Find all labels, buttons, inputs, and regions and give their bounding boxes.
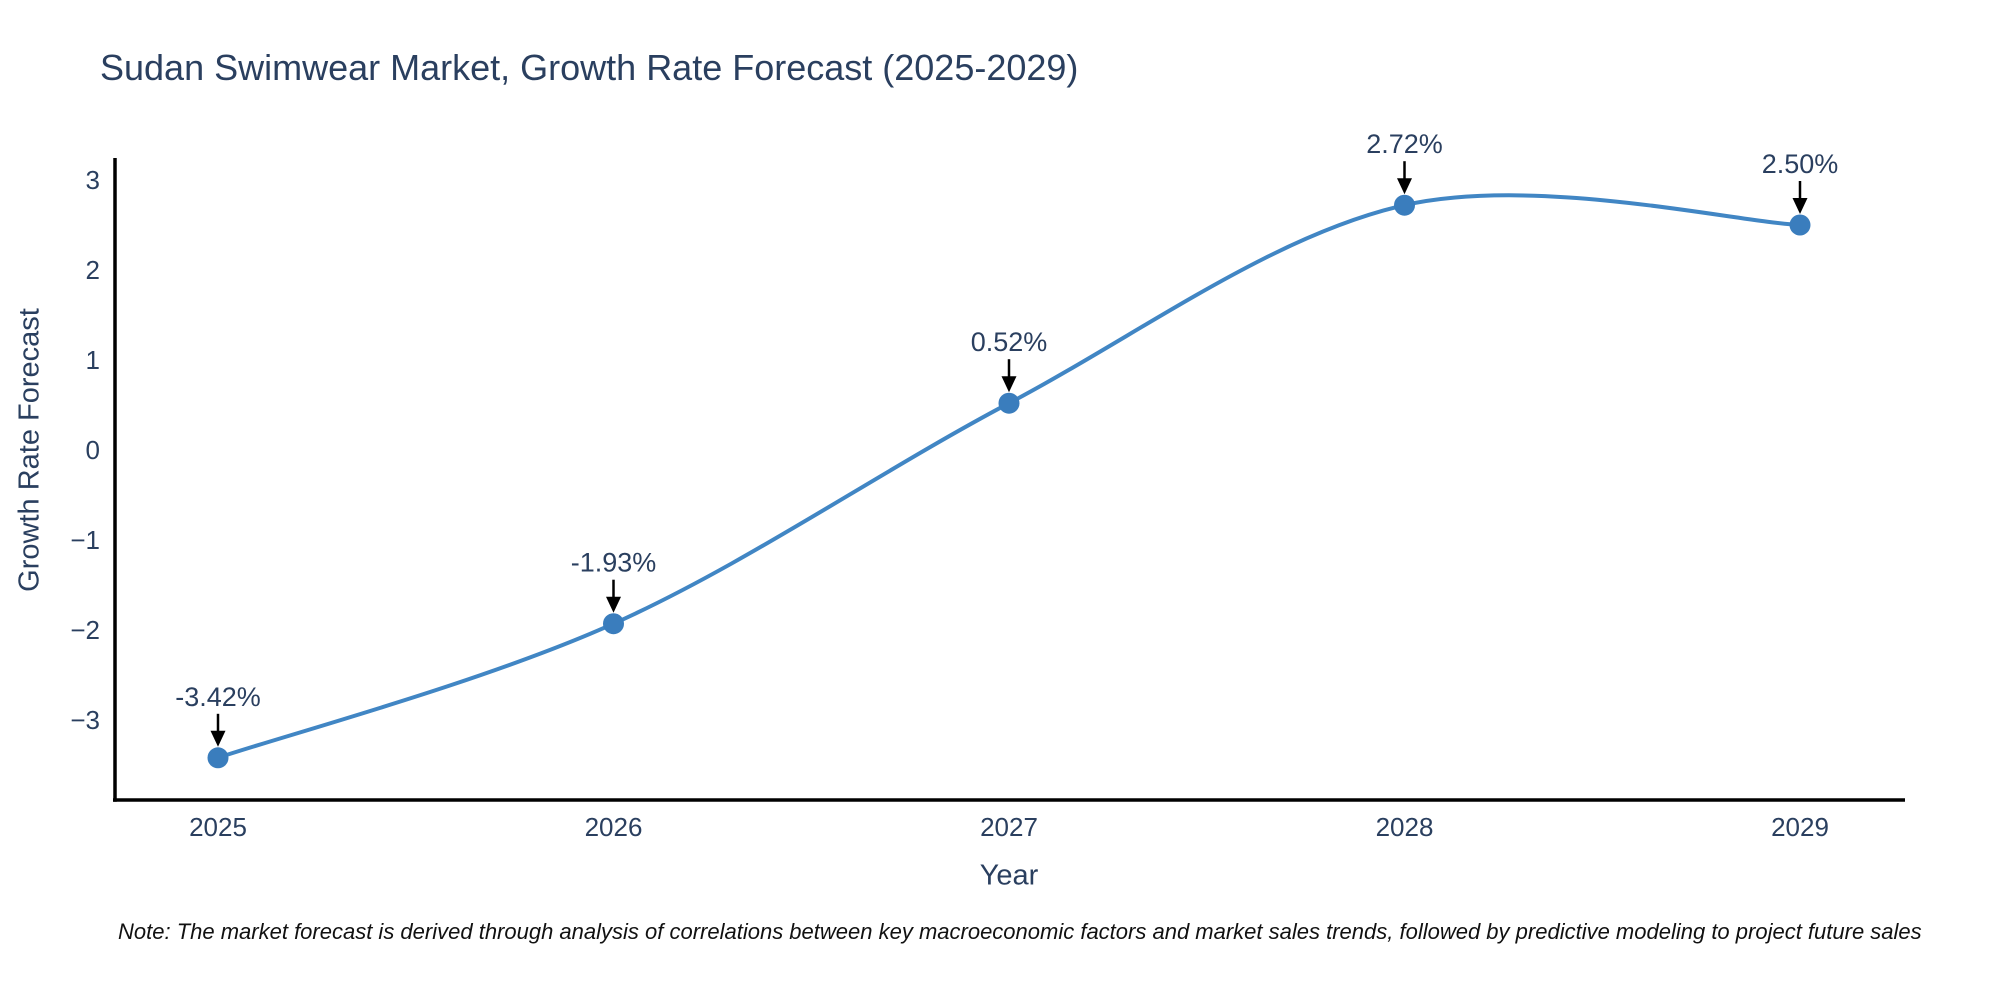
point-annotation-label: 2.50% [1762,149,1839,179]
y-tick-label: −1 [70,525,100,555]
data-point-marker [603,613,624,635]
data-point-marker [207,747,229,769]
y-tick-label: 3 [86,165,100,195]
x-axis-title: Year [979,859,1039,892]
point-annotation-label: -1.93% [571,548,657,578]
point-annotation-label: -3.42% [175,682,261,712]
annotation-arrowhead [1001,376,1017,393]
annotation-arrowhead [1792,198,1808,214]
annotation-arrowhead [210,730,226,747]
forecast-line [216,193,1802,760]
footnote: Note: The market forecast is derived thr… [118,919,1922,944]
y-tick-label: −2 [70,615,100,645]
y-tick-label: −3 [70,705,100,735]
chart-title: Sudan Swimwear Market, Growth Rate Forec… [100,47,1079,88]
point-annotation-label: 0.52% [971,327,1048,357]
annotation-arrowhead [1397,178,1412,195]
x-tick-label: 2026 [585,812,643,842]
x-tick-label: 2028 [1376,812,1434,842]
y-tick-label: 1 [86,345,100,375]
x-tick-label: 2027 [980,812,1038,842]
x-tick-label: 2029 [1771,812,1829,842]
data-point-marker [1394,194,1415,216]
y-tick-label: 2 [86,255,100,285]
data-point-marker [998,392,1020,414]
y-tick-label: 0 [86,435,100,465]
x-tick-label: 2025 [189,812,247,842]
annotation-arrowhead [606,596,621,613]
data-point-marker [1789,214,1811,236]
point-annotation-label: 2.72% [1366,129,1443,159]
